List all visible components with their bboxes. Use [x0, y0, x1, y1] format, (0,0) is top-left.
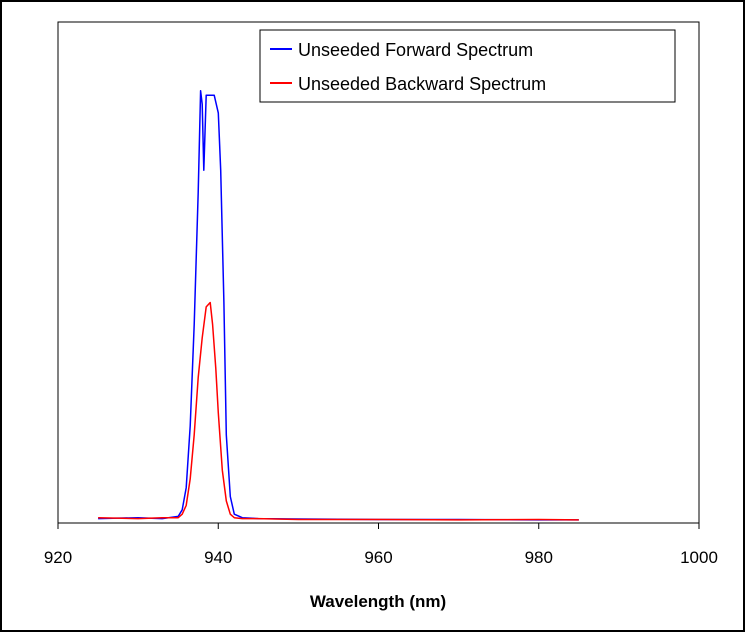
x-tick-label: 940 — [204, 548, 232, 567]
series-lines — [98, 90, 579, 521]
legend-label-backward: Unseeded Backward Spectrum — [298, 74, 546, 94]
legend: Unseeded Forward Spectrum Unseeded Backw… — [259, 29, 676, 103]
x-tick-labels: 920 940 960 980 1000 — [44, 548, 718, 567]
legend-box — [259, 29, 676, 103]
series-line-forward — [98, 90, 579, 521]
x-tick-label: 920 — [44, 548, 72, 567]
series-line-backward — [98, 301, 579, 521]
axes — [57, 21, 700, 529]
x-tick-label: 960 — [364, 548, 392, 567]
x-tick-label: 980 — [525, 548, 553, 567]
x-tick-label: 1000 — [680, 548, 718, 567]
x-axis-title: Wavelength (nm) — [310, 592, 446, 611]
legend-label-forward: Unseeded Forward Spectrum — [298, 40, 533, 60]
